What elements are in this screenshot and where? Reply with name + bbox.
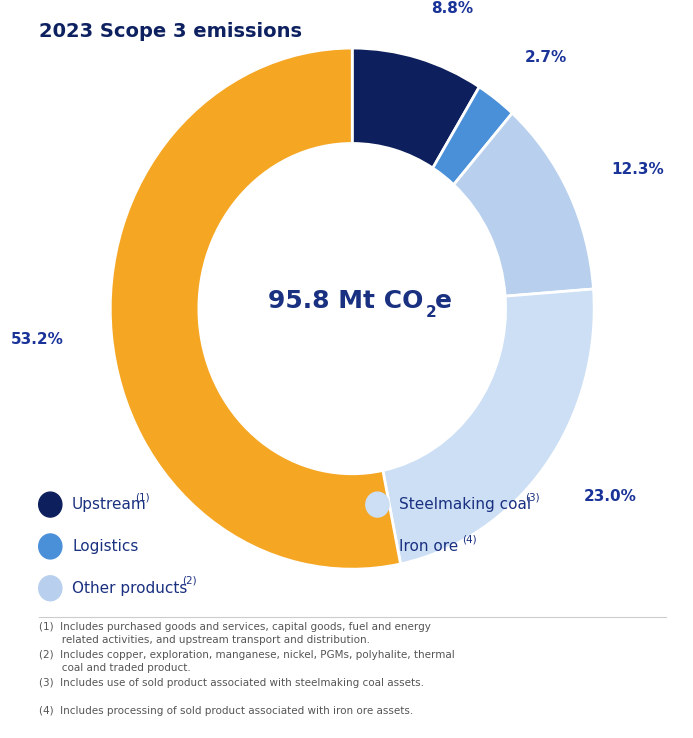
Text: (3): (3) <box>525 492 539 503</box>
Text: 2.7%: 2.7% <box>525 50 567 66</box>
Text: 23.0%: 23.0% <box>584 489 636 504</box>
Text: (1): (1) <box>135 492 150 503</box>
Text: 53.2%: 53.2% <box>11 332 64 348</box>
Circle shape <box>366 492 389 517</box>
Wedge shape <box>432 87 512 184</box>
Circle shape <box>366 534 389 559</box>
Text: (4)  Includes processing of sold product associated with iron ore assets.: (4) Includes processing of sold product … <box>39 706 413 716</box>
Text: 95.8 Mt CO: 95.8 Mt CO <box>267 289 423 313</box>
Circle shape <box>39 576 62 601</box>
Circle shape <box>39 492 62 517</box>
Wedge shape <box>454 113 593 296</box>
Wedge shape <box>352 48 480 168</box>
Text: 2023 Scope 3 emissions: 2023 Scope 3 emissions <box>39 22 301 41</box>
Text: (4): (4) <box>462 534 477 544</box>
Text: Iron ore: Iron ore <box>399 539 459 554</box>
Text: (2): (2) <box>182 576 196 586</box>
Text: (2)  Includes copper, exploration, manganese, nickel, PGMs, polyhalite, thermal
: (2) Includes copper, exploration, mangan… <box>39 650 455 673</box>
Text: 8.8%: 8.8% <box>431 1 473 16</box>
Circle shape <box>39 534 62 559</box>
Text: Logistics: Logistics <box>72 539 139 554</box>
Text: Steelmaking coal: Steelmaking coal <box>399 497 532 512</box>
Text: e: e <box>435 289 453 313</box>
Wedge shape <box>110 48 401 569</box>
Wedge shape <box>383 289 594 564</box>
Text: 2: 2 <box>426 305 437 320</box>
Text: (1)  Includes purchased goods and services, capital goods, fuel and energy
     : (1) Includes purchased goods and service… <box>39 622 430 645</box>
Text: (3)  Includes use of sold product associated with steelmaking coal assets.: (3) Includes use of sold product associa… <box>39 677 423 688</box>
Text: Upstream: Upstream <box>72 497 147 512</box>
Text: 12.3%: 12.3% <box>611 162 665 177</box>
Text: Other products: Other products <box>72 581 188 596</box>
